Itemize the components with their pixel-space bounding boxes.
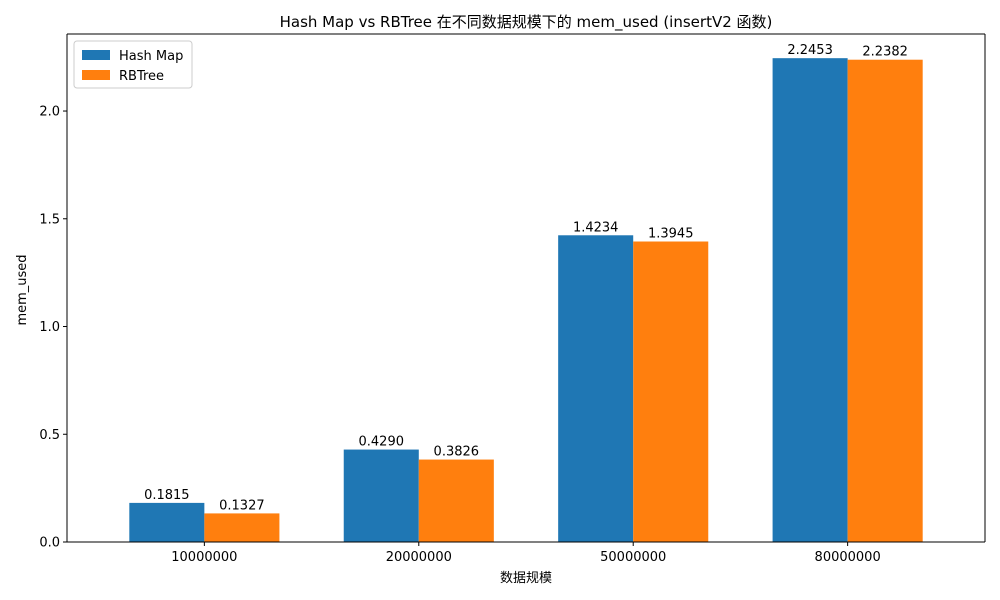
y-tick-label: 0.0 xyxy=(39,536,60,551)
bar-value-label: 0.1327 xyxy=(219,498,265,513)
bar-value-label: 0.4290 xyxy=(359,435,405,450)
legend-label: Hash Map xyxy=(119,49,183,64)
bar-value-label: 1.4234 xyxy=(573,220,619,235)
plot-area: 0.1815 0.4290 1.4234 2.2453 0.1327 0.3826 1.39… xyxy=(39,33,986,565)
legend-label: RBTree xyxy=(119,69,164,84)
x-tick-label: 20000000 xyxy=(386,550,452,565)
bar-hash-map-50000000 xyxy=(558,235,634,542)
bar-hash-map-80000000 xyxy=(772,58,848,543)
x-axis-title: 数据规模 xyxy=(500,571,552,586)
legend: Hash Map RBTree xyxy=(73,40,193,89)
legend-swatch-rbtree xyxy=(82,70,110,80)
x-tick-label: 80000000 xyxy=(815,550,881,565)
chart-title: Hash Map vs RBTree 在不同数据规模下的 mem_used (i… xyxy=(280,13,773,32)
bar-rbtree-50000000 xyxy=(633,241,709,542)
y-tick-label: 2.0 xyxy=(39,105,60,120)
x-tick-label: 10000000 xyxy=(171,550,237,565)
bar-rbtree-80000000 xyxy=(847,59,923,542)
y-tick-label: 1.0 xyxy=(39,320,60,335)
bar-hash-map-20000000 xyxy=(343,449,419,542)
bar-value-label: 1.3945 xyxy=(648,227,694,242)
bar-value-label: 2.2453 xyxy=(787,43,833,58)
bar-value-label: 0.3826 xyxy=(434,445,480,460)
bar-hash-map-10000000 xyxy=(129,502,205,542)
x-tick-label: 50000000 xyxy=(600,550,666,565)
y-tick-label: 1.5 xyxy=(39,212,60,227)
bar-rbtree-10000000 xyxy=(204,513,280,542)
bar-value-label: 0.1815 xyxy=(144,488,190,503)
bar-value-label: 2.2382 xyxy=(862,45,908,60)
legend-swatch-hash-map xyxy=(82,50,110,60)
bar-rbtree-20000000 xyxy=(418,459,494,542)
y-tick-label: 0.5 xyxy=(39,428,60,443)
y-axis-title: mem_used xyxy=(15,254,30,325)
